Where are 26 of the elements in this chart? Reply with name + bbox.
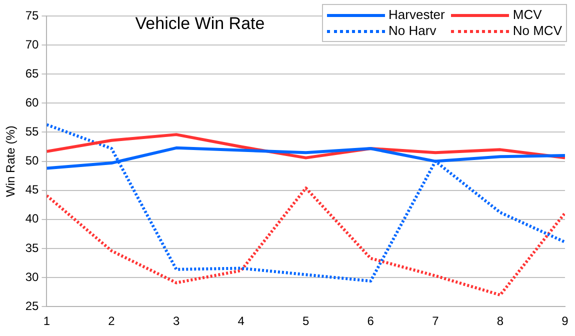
legend-label: No Harv	[388, 23, 436, 39]
legend-label: Harvester	[388, 7, 445, 23]
x-tick-label: 1	[43, 314, 50, 328]
y-tick-label: 55	[25, 124, 40, 139]
x-tick-label: 7	[432, 314, 440, 328]
x-tick-label: 2	[108, 314, 116, 328]
y-tick-label: 75	[25, 8, 40, 22]
chart-title: Vehicle Win Rate	[134, 14, 266, 34]
y-tick-label: 50	[25, 154, 40, 168]
y-tick-label: 45	[25, 182, 40, 197]
legend-label: MCV	[512, 7, 542, 23]
x-tick-label: 9	[562, 314, 569, 328]
x-tick-label: 6	[367, 314, 374, 328]
x-tick-label: 3	[172, 314, 180, 328]
y-tick-label: 35	[25, 240, 40, 255]
legend-label: No MCV	[512, 23, 562, 39]
x-tick-label: 4	[238, 314, 245, 328]
x-tick-label: 5	[302, 314, 310, 328]
x-tick-label: 8	[496, 314, 504, 328]
y-tick-label: 30	[25, 270, 40, 284]
y-tick-label: 40	[25, 212, 40, 226]
y-tick-label: 60	[25, 95, 40, 110]
y-tick-label: 70	[25, 37, 40, 52]
y-tick-label: 65	[25, 66, 40, 80]
y-tick-label: 25	[25, 298, 40, 313]
y-axis-title: Win Rate (%)	[4, 126, 18, 197]
